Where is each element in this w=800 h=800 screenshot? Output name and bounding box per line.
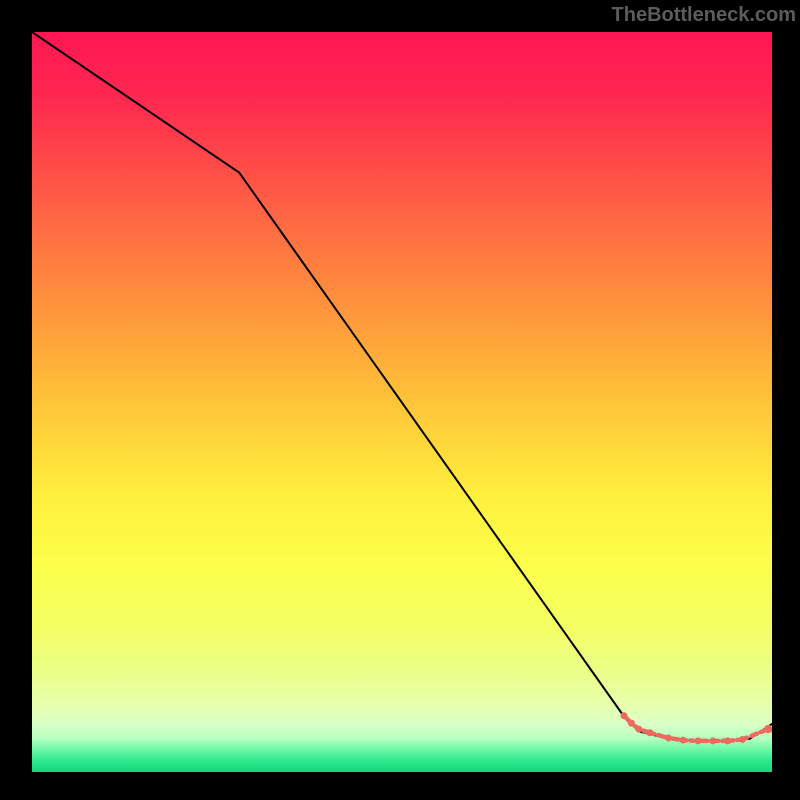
marker-dot — [724, 737, 731, 744]
marker-dot — [621, 712, 628, 719]
marker-dot — [646, 729, 653, 736]
chart-overlay — [32, 32, 772, 772]
marker-dot — [665, 734, 672, 741]
marker-dot — [709, 737, 716, 744]
marker-dash-line — [624, 716, 768, 741]
chart-container: TheBottleneck.com — [0, 0, 800, 800]
marker-dot — [680, 737, 687, 744]
plot-area — [32, 32, 772, 772]
main-line — [32, 32, 772, 741]
marker-dot — [628, 720, 635, 727]
marker-dot — [739, 736, 746, 743]
marker-dot — [695, 737, 702, 744]
marker-dot — [635, 726, 642, 733]
watermark-text: TheBottleneck.com — [612, 4, 796, 27]
